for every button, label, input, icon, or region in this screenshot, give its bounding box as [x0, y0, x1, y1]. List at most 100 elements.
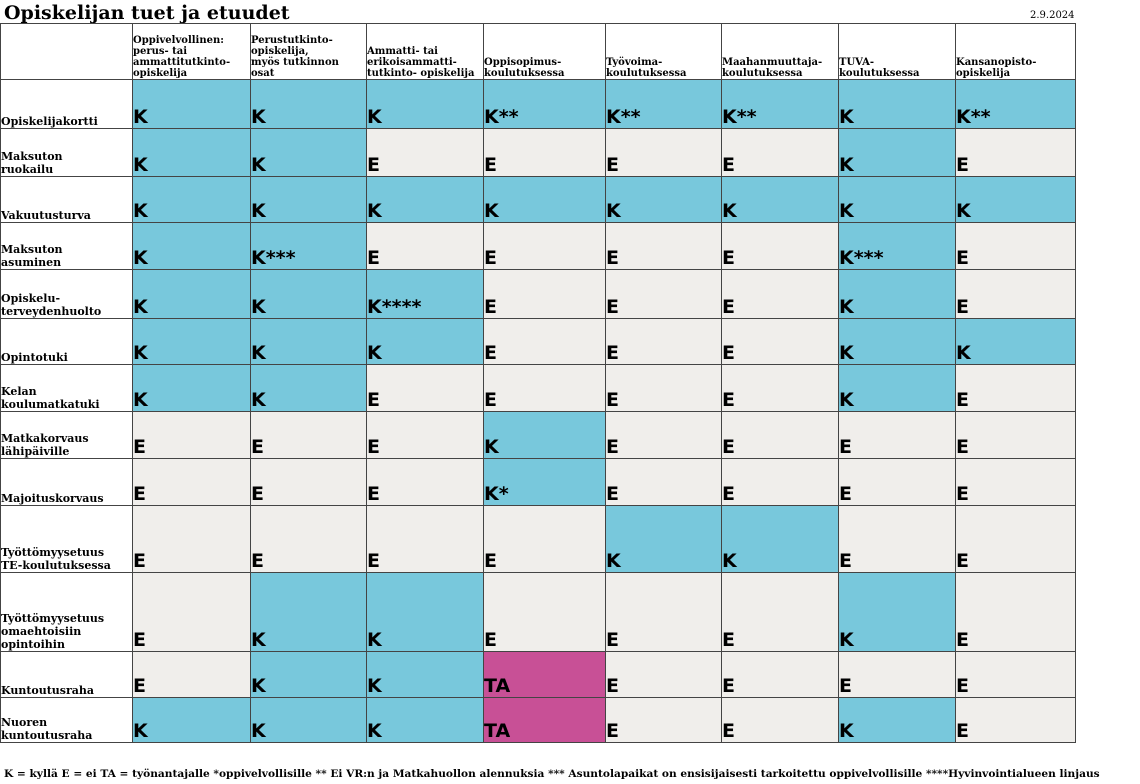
value-cell: K [250, 697, 367, 743]
value-cell: E [955, 651, 1076, 698]
row-header: Opiskelijakortti [0, 79, 133, 129]
value-cell: E [721, 572, 839, 652]
table-row: Työttömyysetuus omaehtoisiin opintoihin E… [0, 572, 1076, 652]
value-cell: K*** [838, 222, 956, 270]
value-cell: K [250, 176, 367, 223]
column-header: Maahanmuuttaja- koulutuksessa [721, 23, 839, 80]
value-cell: K [483, 411, 606, 459]
table-row: Työttömyysetuus TE-koulutuksessa E E E E K K E E [0, 505, 1076, 573]
value-cell: K [250, 128, 367, 177]
table-row: Opiskelu- terveydenhuolto K K K**** E E E K E [0, 269, 1076, 319]
table-row: Vakuutusturva K K K K K K K K [0, 176, 1076, 223]
table-row: Matkakorvaus lähipäiville E E E K E E E E [0, 411, 1076, 459]
value-cell: K*** [250, 222, 367, 270]
value-cell: E [605, 411, 722, 459]
value-cell: K [838, 79, 956, 129]
value-cell: E [721, 697, 839, 743]
value-cell: E [366, 364, 484, 412]
value-cell: K [250, 364, 367, 412]
value-cell: E [721, 128, 839, 177]
value-cell: E [483, 572, 606, 652]
value-cell: K [838, 176, 956, 223]
value-cell: K**** [366, 269, 484, 319]
value-cell: K [366, 318, 484, 365]
value-cell: K [250, 79, 367, 129]
column-header: Ammatti- tai erikoisammatti- tutkinto- o… [366, 23, 484, 80]
value-cell: E [721, 651, 839, 698]
value-cell: E [483, 269, 606, 319]
value-cell: E [838, 651, 956, 698]
value-cell: K [132, 697, 251, 743]
row-header: Opintotuki [0, 318, 133, 365]
value-cell: E [721, 269, 839, 319]
value-cell: E [955, 572, 1076, 652]
row-header: Kuntoutusraha [0, 651, 133, 698]
value-cell: K [132, 222, 251, 270]
value-cell: E [955, 458, 1076, 506]
row-header: Kelan koulumatkatuki [0, 364, 133, 412]
value-cell: K* [483, 458, 606, 506]
value-cell: K [366, 572, 484, 652]
value-cell: E [366, 222, 484, 270]
value-cell: E [955, 411, 1076, 459]
column-header: Perustutkinto- opiskelija, myös tutkinno… [250, 23, 367, 80]
value-cell: E [132, 411, 251, 459]
value-cell: K** [721, 79, 839, 129]
value-cell: K [132, 79, 251, 129]
value-cell: E [483, 318, 606, 365]
value-cell: K [132, 128, 251, 177]
row-header: Majoituskorvaus [0, 458, 133, 506]
value-cell: K [366, 79, 484, 129]
row-header: Nuoren kuntoutusraha [0, 697, 133, 743]
row-header: Maksuton ruokailu [0, 128, 133, 177]
value-cell: K** [955, 79, 1076, 129]
value-cell: K [250, 318, 367, 365]
row-header: Maksuton asuminen [0, 222, 133, 270]
table-row: Opiskelijakortti K K K K** K** K** K K** [0, 79, 1076, 129]
value-cell: K [132, 318, 251, 365]
value-cell: K [955, 176, 1076, 223]
value-cell: E [721, 318, 839, 365]
value-cell: E [721, 411, 839, 459]
value-cell: E [483, 222, 606, 270]
value-cell: K [838, 364, 956, 412]
table-row: Kuntoutusraha E K K TA E E E E [0, 651, 1076, 698]
value-cell: E [605, 128, 722, 177]
value-cell: E [955, 222, 1076, 270]
column-header: Oppisopimus- koulutuksessa [483, 23, 606, 80]
value-cell: K [838, 128, 956, 177]
value-cell: K [838, 269, 956, 319]
value-cell: K [132, 364, 251, 412]
value-cell: E [366, 128, 484, 177]
value-cell: E [955, 697, 1076, 743]
row-header: Opiskelu- terveydenhuolto [0, 269, 133, 319]
value-cell: K [721, 505, 839, 573]
value-cell: K [132, 176, 251, 223]
value-cell: E [955, 364, 1076, 412]
value-cell: E [838, 458, 956, 506]
row-header: Matkakorvaus lähipäiville [0, 411, 133, 459]
value-cell: E [721, 458, 839, 506]
value-cell: E [605, 269, 722, 319]
column-header: Kansanopisto- opiskelija [955, 23, 1076, 80]
value-cell: E [366, 505, 484, 573]
value-cell: E [132, 458, 251, 506]
value-cell: E [838, 505, 956, 573]
value-cell: E [250, 411, 367, 459]
value-cell: E [605, 222, 722, 270]
page-title: Opiskelijan tuet ja etuudet [4, 2, 290, 24]
benefits-table: Oppivelvollinen: perus- tai ammattitutki… [0, 23, 1076, 743]
legend: K = kyllä E = ei TA = työnantajalle *opp… [4, 768, 1100, 780]
value-cell: E [366, 411, 484, 459]
corner-cell [0, 23, 133, 80]
value-cell: E [605, 364, 722, 412]
column-header: Oppivelvollinen: perus- tai ammattitutki… [132, 23, 251, 80]
row-header: Työttömyysetuus omaehtoisiin opintoihin [0, 572, 133, 652]
column-header: Työvoima- koulutuksessa [605, 23, 722, 80]
value-cell: K [605, 176, 722, 223]
table-row: Kelan koulumatkatuki K K E E E E K E [0, 364, 1076, 412]
row-header: Vakuutusturva [0, 176, 133, 223]
value-cell: E [483, 128, 606, 177]
row-header: Työttömyysetuus TE-koulutuksessa [0, 505, 133, 573]
value-cell: K [366, 176, 484, 223]
